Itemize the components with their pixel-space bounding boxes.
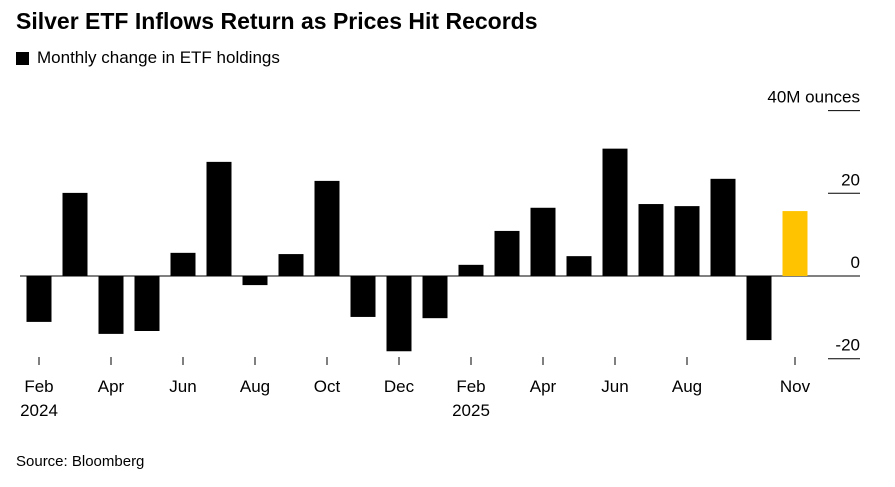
bar [242,276,268,286]
bar [710,178,736,276]
bar [170,252,196,276]
chart-title: Silver ETF Inflows Return as Prices Hit … [16,8,538,34]
legend-swatch [16,51,29,65]
bar [494,230,520,276]
y-tick-label: 40M ounces [767,88,860,107]
x-tick-label: Feb [24,377,53,396]
bar [62,192,88,276]
x-tick-label: Feb [456,377,485,396]
bar [566,256,592,276]
x-tick-year-label: 2025 [452,401,490,420]
bar [314,180,340,276]
bar [134,276,160,331]
x-tick-label: Jun [169,377,196,396]
x-tick-label: Aug [672,377,702,396]
x-tick-label: Nov [780,377,811,396]
bar [98,276,124,334]
bar [350,276,376,317]
bar [206,161,232,276]
y-tick-label: 0 [851,253,860,272]
bar [26,276,52,322]
bar [746,276,772,341]
source-note: Source: Bloomberg [16,453,145,470]
x-tick-label: Jun [601,377,628,396]
legend-label: Monthly change in ETF holdings [37,48,280,67]
x-tick-label: Oct [314,377,341,396]
bar [602,148,628,276]
x-tick-label: Dec [384,377,415,396]
bar [530,207,556,276]
x-tick-year-label: 2024 [20,401,58,420]
bar [782,211,808,276]
bar [278,254,304,276]
x-tick-label: Aug [240,377,270,396]
bar [422,276,448,319]
legend: Monthly change in ETF holdings [16,48,280,68]
y-tick-label: -20 [835,336,860,355]
x-tick-label: Apr [530,377,557,396]
y-tick-label: 20 [841,170,860,189]
bar [638,204,664,276]
bar [674,206,700,276]
bar [458,264,484,276]
bar [386,276,412,352]
x-tick-label: Apr [98,377,125,396]
